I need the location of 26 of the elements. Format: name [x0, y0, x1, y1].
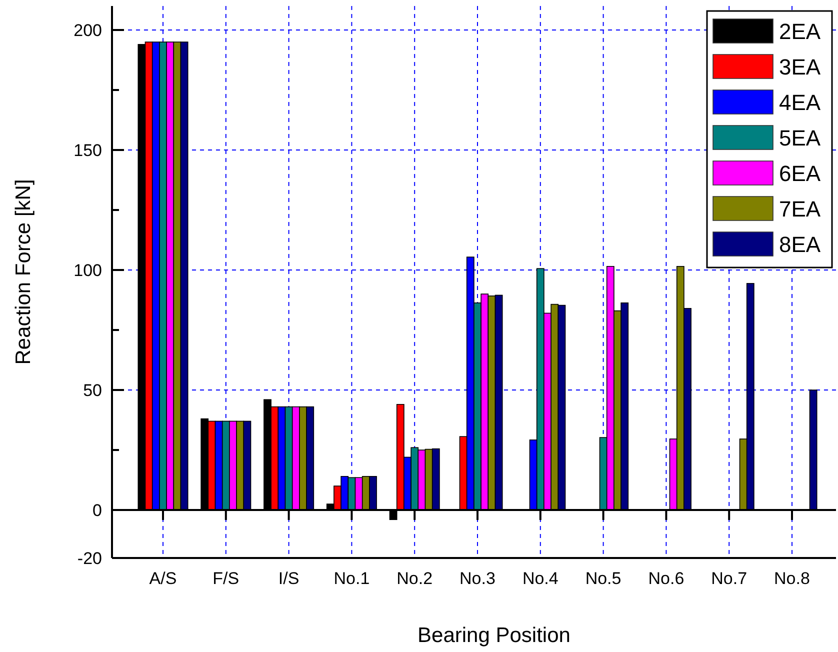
y-tick-label: 200 [74, 20, 102, 40]
legend-label: 3EA [779, 54, 821, 80]
x-tick-label: No.4 [522, 569, 558, 588]
legend-label: 4EA [779, 90, 821, 115]
x-tick-label: No.5 [585, 569, 622, 588]
x-tick-label: No.6 [648, 569, 684, 588]
y-axis-title: Reaction Force [kN] [12, 179, 35, 365]
x-tick-label: No.7 [711, 569, 748, 588]
x-tick-label: A/S [149, 569, 177, 588]
y-tick-label: -20 [77, 548, 102, 568]
y-tick-label: 150 [74, 140, 102, 160]
x-tick-label: I/S [278, 569, 300, 588]
x-tick-label: No.3 [460, 569, 496, 588]
x-axis-title: Bearing Position [418, 624, 570, 647]
x-tick-label: No.2 [396, 569, 433, 588]
y-tick-label: 0 [92, 500, 102, 520]
legend-label: 2EA [779, 19, 821, 44]
legend-label: 5EA [779, 126, 821, 150]
x-tick-label: No.1 [334, 569, 370, 588]
x-tick-label: F/S [212, 569, 240, 588]
legend-label: 6EA [779, 161, 821, 186]
y-tick-label: 50 [83, 380, 102, 400]
legend-label: 7EA [779, 196, 821, 222]
x-tick-label: No.8 [774, 569, 810, 588]
y-tick-label: 100 [74, 260, 102, 280]
legend-label: 8EA [779, 232, 821, 257]
